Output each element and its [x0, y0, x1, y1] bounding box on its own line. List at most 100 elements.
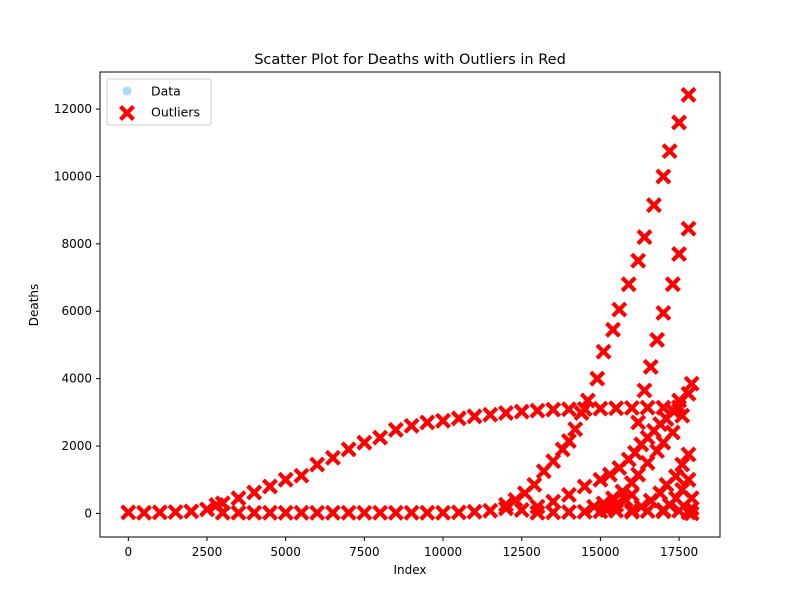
outlier-point [498, 405, 514, 421]
outlier-point [661, 143, 678, 160]
outlier-point [636, 382, 653, 399]
x-tick-label: 12500 [503, 545, 541, 559]
y-tick-label: 0 [84, 506, 92, 520]
outlier-point [356, 434, 373, 451]
x-tick-label: 15000 [581, 545, 619, 559]
outlier-point [667, 468, 684, 485]
outlier-point [680, 446, 697, 463]
outlier-point [680, 471, 697, 488]
outlier-point [214, 504, 231, 521]
outlier-point [636, 229, 653, 246]
outlier-point [372, 504, 389, 521]
outlier-point [261, 504, 278, 521]
y-tick-label: 4000 [61, 372, 92, 386]
outlier-point [387, 421, 404, 438]
outlier-point [372, 429, 389, 446]
y-tick-label: 2000 [61, 439, 92, 453]
legend-outliers-marker [119, 105, 135, 121]
outlier-point [246, 484, 263, 501]
outlier-point [513, 502, 530, 519]
outlier-point [630, 252, 647, 269]
outlier-point [605, 321, 621, 338]
outlier-point [576, 503, 593, 520]
y-tick-label: 8000 [61, 237, 92, 251]
outlier-point [167, 504, 184, 521]
x-tick-label: 10000 [424, 545, 462, 559]
outlier-point [526, 476, 543, 493]
data-points [120, 86, 700, 522]
outlier-point [560, 486, 577, 503]
x-tick-label: 2500 [192, 545, 223, 559]
chart-title: Scatter Plot for Deaths with Outliers in… [254, 52, 566, 68]
outlier-point [246, 504, 263, 521]
plot-frame [99, 71, 721, 538]
outlier-point [560, 432, 577, 449]
x-tick-label: 17500 [660, 545, 698, 559]
outlier-point [120, 504, 137, 521]
outlier-point [674, 407, 691, 424]
legend-data-marker [122, 86, 132, 96]
legend-data-label: Data [151, 84, 181, 99]
legend-outliers-label: Outliers [151, 105, 200, 120]
outlier-point [309, 504, 326, 521]
outlier-point [387, 504, 404, 521]
outlier-point [623, 503, 640, 520]
outlier-point [230, 504, 247, 521]
outlier-point [560, 401, 577, 418]
outlier-point [639, 399, 656, 416]
outlier-point [680, 86, 697, 103]
outlier-point [450, 410, 467, 427]
outlier-point [513, 403, 530, 420]
outlier-point [403, 417, 420, 434]
outlier-point [645, 197, 662, 214]
outlier-point [230, 490, 247, 507]
outlier-point [560, 504, 577, 521]
outlier-point [630, 414, 647, 431]
outlier-point [664, 276, 681, 293]
outlier-point [623, 399, 640, 416]
outlier-point [277, 504, 294, 521]
x-tick-label: 5000 [270, 545, 301, 559]
outlier-point [595, 343, 612, 360]
outlier-point [671, 114, 688, 131]
outlier-point [482, 406, 499, 423]
legend-box [106, 78, 212, 126]
outlier-point [529, 504, 546, 521]
outlier-point [403, 504, 420, 521]
outlier-point [680, 504, 697, 521]
outlier-point [340, 441, 357, 458]
outlier-point [340, 504, 357, 521]
outlier-point [293, 467, 310, 484]
y-tick-label: 6000 [61, 304, 92, 318]
outlier-point [620, 276, 637, 293]
outlier-point [664, 424, 681, 441]
outlier-point [435, 504, 452, 521]
outlier-point [419, 504, 436, 521]
outlier-point [592, 471, 609, 488]
outlier-point [573, 405, 590, 421]
x-tick-label: 0 [125, 545, 133, 559]
outlier-point [592, 400, 609, 417]
outlier-point [589, 370, 606, 387]
outlier-point [324, 504, 341, 521]
outlier-point [655, 503, 672, 520]
outlier-point [655, 304, 672, 321]
outlier-point [649, 331, 666, 348]
y-axis-ticks: 0 2000 4000 6000 8000 10000 12000 [54, 102, 100, 520]
outlier-point [293, 504, 310, 521]
y-tick-label: 10000 [54, 169, 92, 183]
outlier-point [579, 392, 596, 409]
outlier-point [435, 412, 452, 429]
outlier-point [261, 478, 278, 495]
outlier-point [450, 504, 467, 521]
outlier-point [466, 408, 483, 425]
outlier-point [567, 421, 584, 438]
outlier-point [183, 503, 200, 520]
outlier-point [680, 220, 697, 237]
outlier-point [419, 414, 436, 431]
outlier-point [608, 400, 625, 417]
outlier-point [639, 503, 656, 520]
y-tick-label: 12000 [54, 102, 92, 116]
